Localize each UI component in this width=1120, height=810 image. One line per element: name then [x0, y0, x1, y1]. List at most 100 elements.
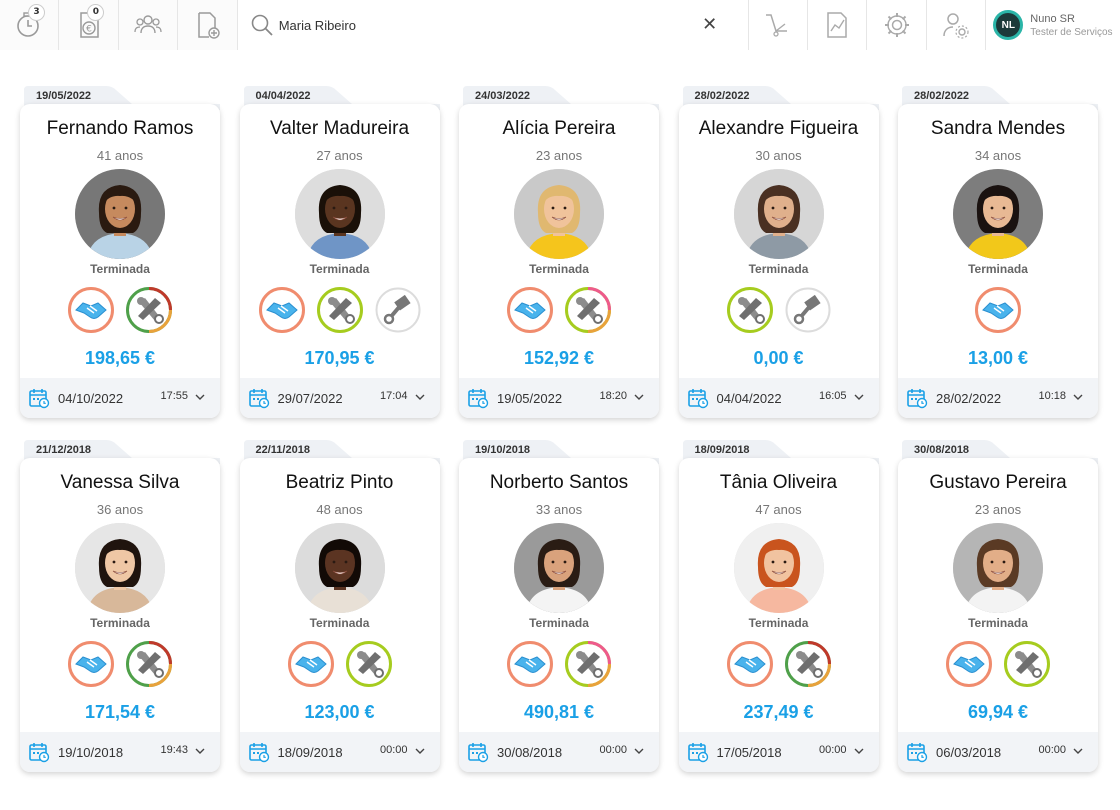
settings-button[interactable] — [867, 0, 927, 50]
piston-icon[interactable] — [784, 286, 832, 334]
chevron-down-icon[interactable] — [1072, 391, 1084, 403]
client-card[interactable]: Vanessa Silva 36 anos Terminada 171,54 €… — [20, 458, 220, 772]
client-card[interactable]: Alícia Pereira 23 anos Terminada 152,92 … — [459, 104, 659, 418]
card-footer[interactable]: 30/08/2018 00:00 — [459, 732, 659, 772]
card-footer[interactable]: 18/09/2018 00:00 — [239, 732, 440, 772]
user-menu[interactable]: NL Nuno SR Tester de Serviços — [986, 0, 1120, 50]
client-card-wrapper: 24/03/2022 Alícia Pereira 23 anos Termin… — [459, 86, 659, 418]
invoice-button[interactable]: € 0 — [59, 0, 119, 50]
mechanic-icon[interactable] — [726, 286, 774, 334]
clients-button[interactable] — [118, 0, 179, 50]
client-card-wrapper: 19/05/2022 Fernando Ramos 41 anos Termin… — [20, 86, 220, 418]
calendar-clock-icon — [248, 389, 269, 409]
mechanic-icon[interactable] — [564, 286, 612, 334]
chart-report-icon — [827, 12, 847, 38]
chevron-down-icon[interactable] — [1072, 745, 1084, 757]
chevron-down-icon[interactable] — [633, 745, 645, 757]
cart-button[interactable] — [748, 0, 809, 50]
mechanic-icon[interactable] — [784, 640, 832, 688]
status-label: Terminada — [309, 262, 370, 276]
mechanic-icon[interactable] — [316, 286, 364, 334]
chevron-down-icon[interactable] — [853, 391, 865, 403]
client-card[interactable]: Beatriz Pinto 48 anos Terminada 123,00 €… — [239, 458, 440, 772]
mechanic-icon[interactable] — [125, 640, 173, 688]
piston-icon[interactable] — [374, 286, 422, 334]
mechanic-icon[interactable] — [1003, 640, 1051, 688]
timer-button[interactable]: 3 — [0, 0, 60, 50]
user-settings-button[interactable] — [926, 0, 987, 50]
client-age: 33 anos — [535, 502, 583, 517]
calendar-clock-icon — [29, 743, 50, 763]
client-card[interactable]: Norberto Santos 33 anos Terminada 490,81… — [459, 458, 659, 772]
handshake-icon[interactable] — [974, 286, 1022, 334]
client-age: 34 anos — [974, 148, 1022, 163]
handshake-icon[interactable] — [945, 640, 993, 688]
card-footer[interactable]: 17/05/2018 00:00 — [678, 732, 879, 772]
client-card[interactable]: Alexandre Figueira 30 anos Terminada 0,0… — [678, 104, 879, 418]
gear-icon — [884, 13, 909, 37]
chevron-down-icon[interactable] — [633, 391, 645, 403]
handshake-icon[interactable] — [67, 286, 115, 334]
chevron-down-icon[interactable] — [194, 745, 206, 757]
client-photo — [733, 523, 824, 613]
search-input[interactable] — [278, 14, 679, 36]
new-document-button[interactable] — [178, 0, 238, 50]
client-photo — [733, 169, 824, 259]
client-photo — [953, 169, 1043, 259]
reports-button[interactable] — [808, 0, 868, 50]
service-icons — [459, 640, 659, 690]
handshake-icon[interactable] — [506, 640, 554, 688]
close-icon[interactable]: ✕ — [702, 14, 718, 35]
card-footer[interactable]: 04/10/2022 17:55 — [20, 378, 220, 418]
client-card[interactable]: Gustavo Pereira 23 anos Terminada 69,94 … — [898, 458, 1098, 772]
service-icons — [20, 286, 220, 336]
status-label: Terminada — [529, 616, 589, 630]
chevron-down-icon[interactable] — [414, 391, 426, 403]
mechanic-icon[interactable] — [564, 640, 612, 688]
card-footer[interactable]: 06/03/2018 00:00 — [898, 732, 1098, 772]
amount-value: 69,94 € — [967, 702, 1029, 722]
handshake-icon[interactable] — [506, 286, 554, 334]
client-card-wrapper: 18/09/2018 Tânia Oliveira 47 anos Termin… — [678, 440, 879, 772]
add-document-icon — [198, 12, 221, 39]
client-name: Valter Madureira — [269, 118, 410, 139]
card-footer[interactable]: 19/05/2022 18:20 — [459, 378, 659, 418]
amount-value: 13,00 € — [967, 348, 1029, 368]
client-card[interactable]: Sandra Mendes 34 anos Terminada 13,00 € … — [898, 104, 1098, 418]
handshake-icon[interactable] — [287, 640, 335, 688]
client-age: 41 anos — [96, 148, 144, 163]
calendar-clock-icon — [907, 389, 928, 409]
service-icons — [240, 640, 440, 690]
svg-text:€: € — [86, 25, 92, 35]
chevron-down-icon[interactable] — [414, 745, 426, 757]
card-footer[interactable]: 29/07/2022 17:04 — [239, 378, 440, 418]
top-toolbar: 3 € 0 ✕ NL Nuno SR Tester de Serviços — [0, 0, 1120, 50]
mechanic-icon[interactable] — [345, 640, 393, 688]
service-icons — [898, 640, 1098, 690]
client-name: Alícia Pereira — [502, 118, 616, 139]
card-tab-date: 30/08/2018 — [914, 444, 970, 456]
client-card[interactable]: Tânia Oliveira 47 anos Terminada 237,49 … — [678, 458, 879, 772]
client-card-wrapper: 04/04/2022 Valter Madureira 27 anos Term… — [239, 86, 440, 418]
handshake-icon[interactable] — [726, 640, 774, 688]
card-footer[interactable]: 04/04/2022 16:05 — [678, 378, 879, 418]
client-card[interactable]: Fernando Ramos 41 anos Terminada 198,65 … — [20, 104, 220, 418]
client-card-wrapper: 21/12/2018 Vanessa Silva 36 anos Termina… — [20, 440, 220, 772]
footer-time: 17:04 — [379, 390, 408, 402]
client-card-wrapper: 30/08/2018 Gustavo Pereira 23 anos Termi… — [898, 440, 1098, 772]
service-icons — [459, 286, 659, 336]
footer-time: 00:00 — [1038, 744, 1066, 756]
service-icons — [20, 640, 220, 690]
handshake-icon[interactable] — [67, 640, 115, 688]
footer-date: 17/05/2018 — [716, 744, 782, 760]
chevron-down-icon[interactable] — [853, 745, 865, 757]
calendar-clock-icon — [468, 743, 489, 763]
chevron-down-icon[interactable] — [194, 391, 206, 403]
handshake-icon[interactable] — [258, 286, 306, 334]
mechanic-icon[interactable] — [125, 286, 173, 334]
card-footer[interactable]: 28/02/2022 10:18 — [898, 378, 1098, 418]
client-card[interactable]: Valter Madureira 27 anos Terminada 170,9… — [239, 104, 440, 418]
footer-time: 17:55 — [160, 390, 188, 402]
calendar-clock-icon — [687, 743, 708, 763]
card-footer[interactable]: 19/10/2018 19:43 — [20, 732, 220, 772]
